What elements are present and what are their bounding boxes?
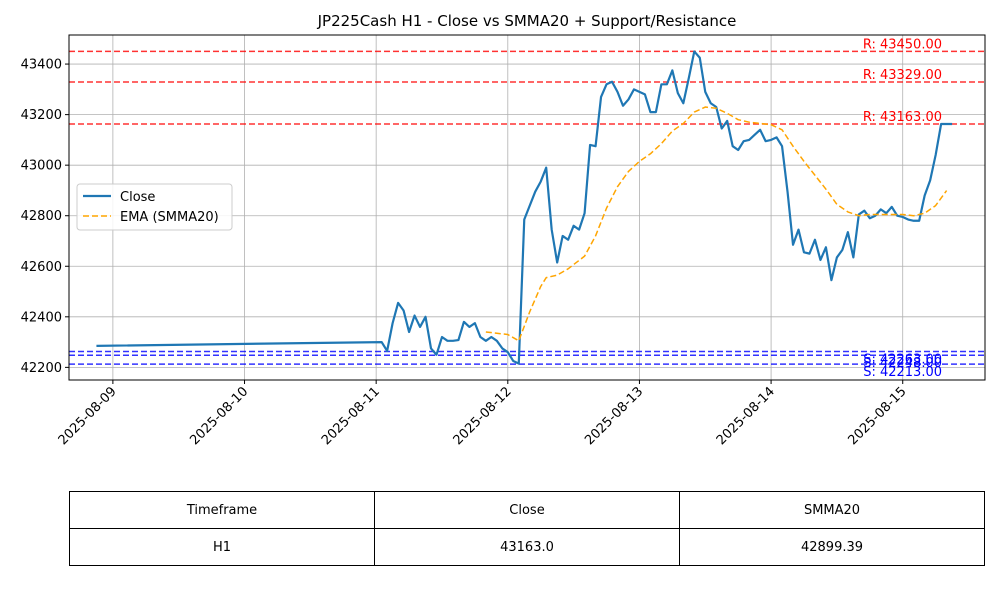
- table-cell-close: 43163.0: [374, 528, 680, 566]
- legend-box: [76, 183, 233, 231]
- resistance-label: R: 43163.00: [863, 110, 942, 125]
- table-header-smma20: SMMA20: [679, 491, 985, 529]
- legend: Close EMA (SMMA20): [76, 183, 233, 231]
- plot-frame: [68, 34, 986, 381]
- table-cell-timeframe: H1: [69, 528, 375, 566]
- legend-label: EMA (SMMA20): [120, 210, 219, 225]
- y-tick-label: 43200: [21, 108, 62, 123]
- legend-label: Close: [120, 190, 155, 205]
- y-tick-label: 42200: [21, 361, 62, 376]
- y-tick-label: 42400: [21, 310, 62, 325]
- x-tick-label: 2025-08-12: [451, 384, 515, 448]
- x-tick-label: 2025-08-10: [187, 384, 251, 448]
- x-tick-label: 2025-08-13: [582, 384, 646, 448]
- support-label: S: 42248.00: [863, 356, 942, 371]
- x-tick-label: 2025-08-09: [56, 384, 120, 448]
- smma20-series-line: [485, 106, 948, 342]
- y-tick-label: 43000: [21, 159, 62, 174]
- summary-table: Timeframe Close SMMA20 H1 43163.0 42899.…: [69, 491, 985, 566]
- y-tick-label: 43400: [21, 58, 62, 73]
- x-tick-label: 2025-08-15: [846, 384, 910, 448]
- resistance-label: R: 43329.00: [863, 68, 942, 83]
- price-chart: JP225Cash H1 - Close vs SMMA20 + Support…: [21, 12, 986, 448]
- close-series-line: [96, 50, 953, 365]
- x-tick-label: 2025-08-11: [319, 384, 383, 448]
- table-header-close: Close: [374, 491, 680, 529]
- table-header-timeframe: Timeframe: [69, 491, 375, 529]
- table-row: H1 43163.0 42899.39: [69, 528, 985, 566]
- support-label: S: 42213.00: [863, 365, 942, 380]
- resistance-label: R: 43450.00: [863, 37, 942, 52]
- y-tick-label: 42800: [21, 209, 62, 224]
- x-tick-label: 2025-08-14: [714, 384, 778, 448]
- table-header-row: Timeframe Close SMMA20: [69, 491, 985, 529]
- support-label: S: 42263.00: [863, 352, 942, 367]
- table-cell-smma20: 42899.39: [679, 528, 985, 566]
- y-tick-label: 42600: [21, 260, 62, 275]
- chart-title: JP225Cash H1 - Close vs SMMA20 + Support…: [317, 12, 737, 30]
